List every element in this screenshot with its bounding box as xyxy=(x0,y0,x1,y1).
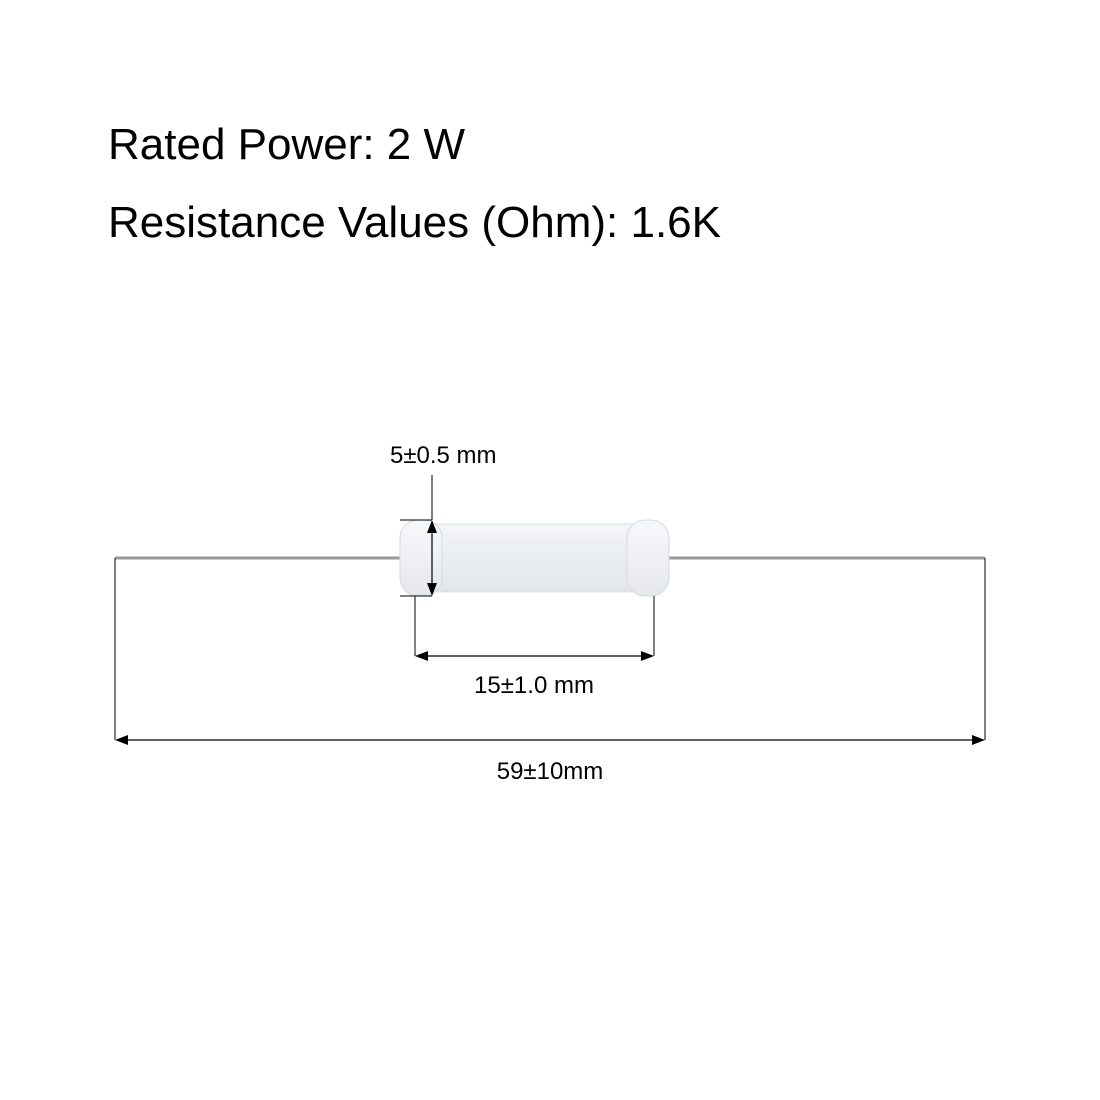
dim-body-arrow-right xyxy=(641,651,654,661)
resistor-endcap-right xyxy=(627,520,669,596)
dim-total-arrow-right xyxy=(972,735,985,745)
dim-total-arrow-left xyxy=(115,735,128,745)
dim-body-arrow-left xyxy=(415,651,428,661)
resistor-body-center xyxy=(432,524,637,592)
resistor-diagram xyxy=(0,0,1100,1100)
